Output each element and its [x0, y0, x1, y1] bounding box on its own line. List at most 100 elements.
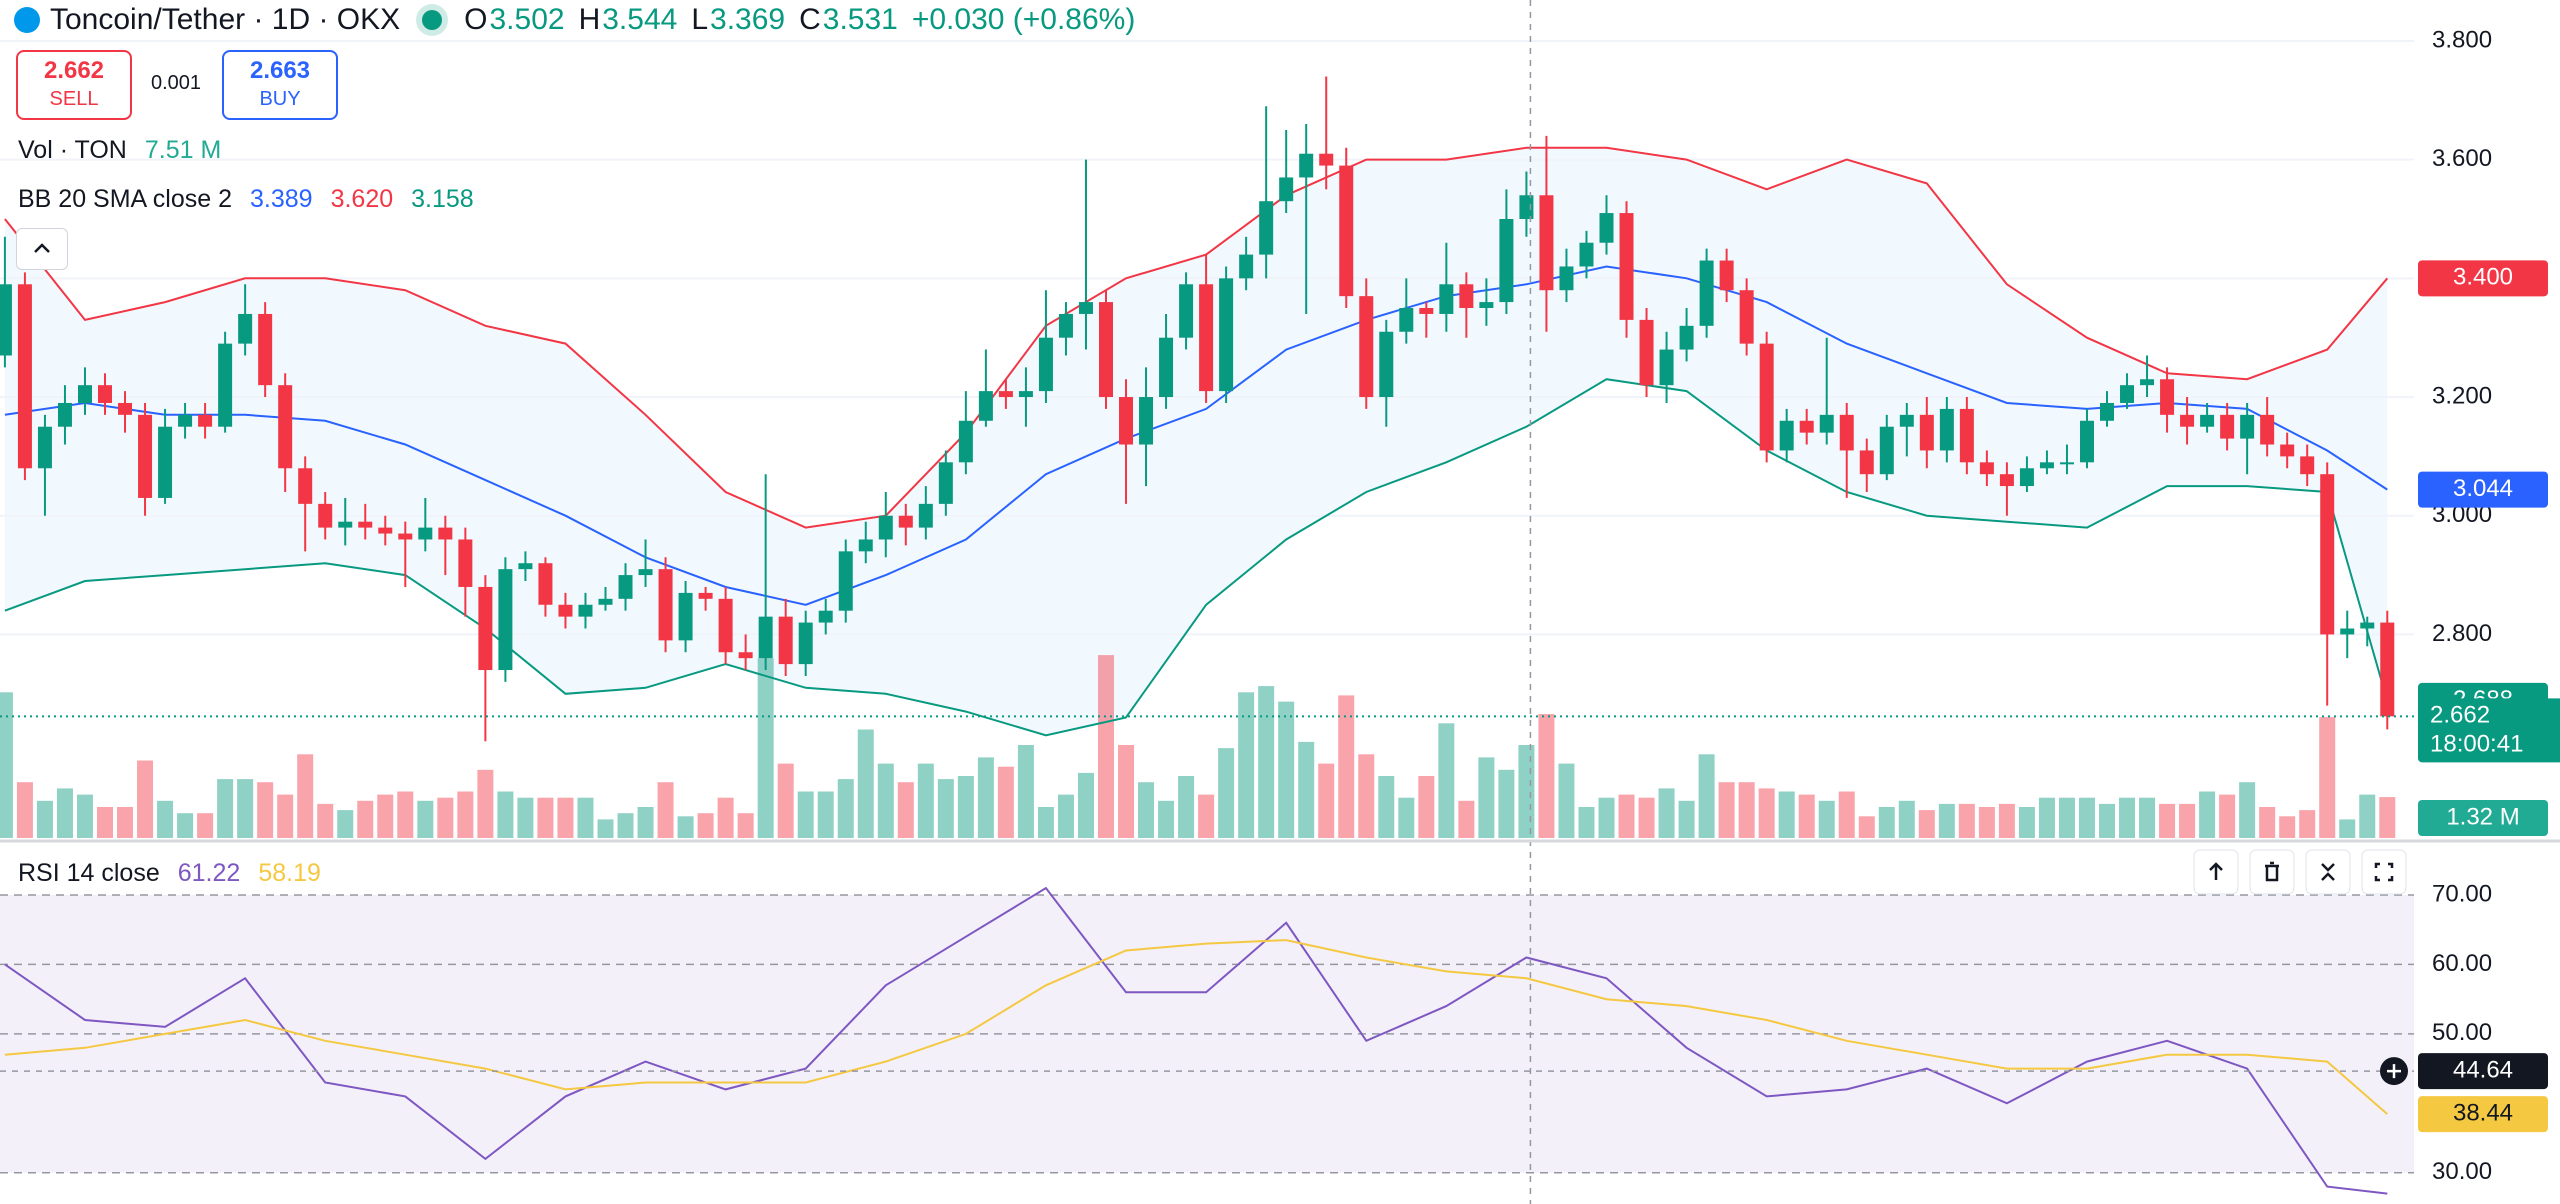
- volume-bar: [977, 757, 994, 838]
- candle-body: [1779, 420, 1794, 451]
- bb-last-label-bg: [2418, 471, 2548, 508]
- volume-bar: [1738, 782, 1755, 838]
- candle-body: [2180, 414, 2195, 427]
- volume-bar: [897, 782, 914, 838]
- volume-bar: [1398, 797, 1415, 838]
- volume-bar: [1118, 745, 1135, 838]
- volume-bar: [997, 766, 1014, 838]
- volume-bar: [297, 754, 314, 838]
- volume-bar: [1718, 782, 1735, 838]
- volume-last-label: 1.32 M: [2446, 803, 2519, 830]
- volume-bar: [2239, 782, 2256, 838]
- candle-body: [2240, 414, 2255, 439]
- candle-body: [1199, 284, 1214, 392]
- candle-body: [2120, 385, 2135, 403]
- candle-body: [398, 533, 413, 540]
- candle-body: [298, 468, 313, 504]
- candle-body: [1279, 177, 1294, 202]
- collapse-button[interactable]: [16, 228, 68, 270]
- candle-body: [1399, 308, 1414, 332]
- candle-body: [1619, 213, 1634, 320]
- volume-bar: [1318, 763, 1335, 838]
- candle-body: [77, 385, 92, 403]
- volume-bar: [1218, 748, 1235, 838]
- volume-bar: [2339, 819, 2356, 838]
- candle-body: [1939, 408, 1954, 451]
- volume-bar: [957, 776, 974, 838]
- volume-bar: [357, 800, 374, 838]
- volume-last-label-bg: [2418, 800, 2548, 836]
- volume-bar: [1938, 803, 1955, 838]
- candle-body: [538, 563, 553, 605]
- candle-body: [718, 598, 733, 653]
- volume-bar: [1758, 788, 1775, 838]
- candle-body: [1179, 284, 1194, 338]
- legend-value: 3.158: [411, 184, 474, 213]
- volume-bar: [557, 797, 574, 838]
- volume-bar: [117, 807, 134, 838]
- pane-button-icon: [2374, 862, 2394, 882]
- volume-bar: [517, 797, 534, 838]
- candle-body: [278, 385, 293, 469]
- volume-bar: [1958, 803, 1975, 838]
- volume-bar: [1658, 788, 1675, 838]
- pane-button[interactable]: [2249, 849, 2295, 895]
- volume-bar: [2359, 794, 2376, 838]
- volume-bar: [197, 813, 214, 838]
- candle-body: [1259, 201, 1274, 255]
- candle-body: [818, 610, 833, 623]
- candle-body: [738, 652, 753, 659]
- candle-body: [1018, 391, 1033, 398]
- countdown: 18:00:41: [2430, 731, 2523, 758]
- y-tick-label: 60.00: [2432, 950, 2492, 977]
- pane-button[interactable]: [2361, 849, 2407, 895]
- pane-button-icon: [2265, 861, 2279, 882]
- y-tick-label: 3.200: [2432, 382, 2492, 409]
- candle-body: [2280, 444, 2295, 457]
- ohlc-value: 3.544: [602, 3, 678, 36]
- candle-body: [2300, 456, 2315, 475]
- rsi-line: [4, 939, 2388, 1115]
- volume-bar: [717, 797, 734, 838]
- y-tick-label: 3.600: [2432, 145, 2492, 172]
- y-tick-label: 70.00: [2432, 880, 2492, 907]
- pane-button-bg: [2305, 849, 2351, 895]
- y-tick-label: 2.800: [2432, 620, 2492, 647]
- pane-button[interactable]: [2305, 849, 2351, 895]
- volume-bar: [1698, 754, 1715, 838]
- volume-bar: [1198, 794, 1215, 838]
- volume-bar: [2299, 810, 2316, 838]
- volume-bar: [1057, 794, 1074, 838]
- rsi-line: [4, 886, 2388, 1195]
- candle-body: [1058, 313, 1073, 338]
- candle-body: [618, 575, 633, 599]
- candle-body: [2059, 462, 2074, 465]
- volume-bar: [1178, 776, 1195, 838]
- candles-layer: [0, 76, 2395, 742]
- volume-bar: [1358, 754, 1375, 838]
- add-button[interactable]: [2380, 1057, 2408, 1086]
- buy-button[interactable]: 2.663 BUY: [222, 50, 338, 120]
- volume-bar: [317, 803, 334, 838]
- volume-bar: [157, 800, 174, 838]
- candle-body: [238, 313, 253, 344]
- volume-bar: [1818, 800, 1835, 838]
- volume-bar: [2139, 797, 2156, 838]
- volume-bar: [1638, 797, 1655, 838]
- candle-body: [0, 284, 12, 356]
- pane-button[interactable]: [2193, 849, 2239, 895]
- pane-button-bg: [2361, 849, 2407, 895]
- bb-line: [4, 146, 2389, 529]
- volume-bar: [537, 797, 554, 838]
- volume-bar: [1898, 800, 1915, 838]
- symbol[interactable]: Toncoin/Tether · 1D · OKX: [50, 3, 401, 36]
- volume-bar: [437, 797, 454, 838]
- volume-bar: [1438, 723, 1455, 838]
- vol-layer: [0, 655, 2396, 838]
- candle-body: [1219, 278, 1234, 392]
- candle-body: [1839, 414, 1854, 451]
- candle-body: [1879, 426, 1894, 475]
- sell-button[interactable]: 2.662 SELL: [16, 50, 132, 120]
- volume-bar: [76, 794, 93, 838]
- volume-bar: [2379, 797, 2396, 838]
